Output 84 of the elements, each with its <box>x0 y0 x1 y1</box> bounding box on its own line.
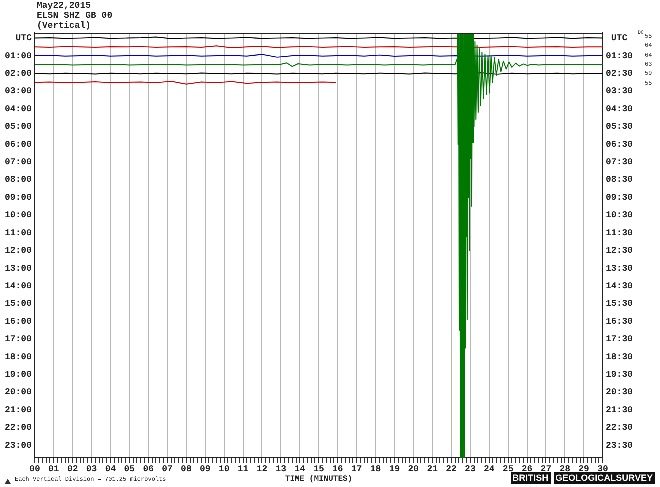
y2-tick-label: 11:30 <box>606 228 634 238</box>
x-tick-label: 09 <box>200 464 211 475</box>
y2-tick-label: 23:30 <box>606 440 634 451</box>
y-tick-label: 14:00 <box>4 281 32 292</box>
y-tick-label: 13:00 <box>4 264 32 274</box>
y-tick-label: 12:00 <box>4 246 32 256</box>
y2-tick-label: 22:30 <box>606 423 634 434</box>
y-tick-label: 06:00 <box>4 140 32 150</box>
x-tick-label: 06 <box>143 464 154 475</box>
y2-tick-label: 08:30 <box>606 175 634 186</box>
y-tick-label: 21:00 <box>4 405 32 416</box>
x-tick-label: 13 <box>276 464 287 475</box>
y-tick-label: 11:00 <box>4 228 32 238</box>
y-tick-label: 23:00 <box>4 440 32 451</box>
y2-tick-label: 14:30 <box>606 281 634 292</box>
y-tick-label: 15:00 <box>4 299 32 310</box>
x-tick-label: 15 <box>314 464 324 475</box>
y2-tick-label: 21:30 <box>606 405 634 416</box>
x-tick-label: 02 <box>67 464 78 475</box>
x-tick-label: 21 <box>427 464 439 475</box>
y2-tick-label: 07:30 <box>606 158 634 168</box>
y2-tick-label: 17:30 <box>606 334 634 345</box>
y2-tick-label: 16:30 <box>606 316 634 327</box>
x-tick-label: 12 <box>256 464 268 475</box>
x-tick-label: 30 <box>598 464 608 475</box>
x-tick-label: 04 <box>105 464 117 475</box>
y2-tick-label: 20:30 <box>606 388 634 398</box>
x-tick-label: 05 <box>124 464 136 475</box>
y2-tick-label: 03:30 <box>606 86 634 97</box>
x-tick-label: 20 <box>408 464 420 475</box>
x-tick-label: 19 <box>389 464 400 475</box>
x-tick-label: 28 <box>560 464 571 475</box>
y2-tick-label: 04:30 <box>606 104 634 114</box>
y-tick-label: 04:00 <box>4 104 32 114</box>
y2-tick-label: 18:30 <box>606 352 634 362</box>
y2-tick-label: 06:30 <box>606 140 634 150</box>
y-tick-label: 17:00 <box>4 334 32 345</box>
y-tick-label: 19:00 <box>4 370 32 380</box>
text: BRITISH GEOLOGICALSURVEY <box>512 472 654 484</box>
y-tick-label: 03:00 <box>4 86 32 97</box>
y2-tick-label: 19:30 <box>606 370 634 380</box>
x-tick-label: 17 <box>351 464 362 475</box>
x-tick-label: 27 <box>540 464 552 475</box>
x-tick-label: 23 <box>465 464 476 475</box>
y-tick-label: 07:00 <box>4 158 32 168</box>
x-tick-label: 14 <box>294 464 306 475</box>
y-tick-label: 16:00 <box>4 316 32 327</box>
x-axis-title: TIME (MINUTES) <box>285 475 353 484</box>
y-tick-label: 02:00 <box>4 68 32 79</box>
y2-tick-label: 01:30 <box>606 51 634 62</box>
x-tick-label: 10 <box>218 464 230 475</box>
x-tick-label: 11 <box>238 464 250 475</box>
x-tick-label: 29 <box>578 464 590 475</box>
chart-subtitle: ELSN SHZ GB 00 <box>37 11 113 21</box>
x-tick-label: 25 <box>502 464 514 475</box>
x-tick-label: 01 <box>48 464 60 475</box>
y2-tick-label: 02:30 <box>606 68 634 79</box>
y2-tick-label: 13:30 <box>606 264 634 274</box>
y2-tick-label: 15:30 <box>606 299 634 310</box>
x-tick-label: 24 <box>484 464 496 475</box>
y-tick-label: 20:00 <box>4 388 32 398</box>
x-tick-label: 16 <box>332 464 344 475</box>
y-tick-label: 18:00 <box>4 352 32 362</box>
y2-tick-label: 12:30 <box>606 246 634 256</box>
y-tick-label: UTC <box>16 34 33 44</box>
x-tick-label: 22 <box>446 464 457 475</box>
x-tick-label: 07 <box>162 464 173 475</box>
y-tick-label: 10:00 <box>4 210 32 221</box>
y-tick-label: 09:00 <box>4 192 32 203</box>
y2-tick-label: 09:30 <box>606 192 634 203</box>
y2-tick-label: 10:30 <box>606 210 634 221</box>
x-tick-label: 08 <box>181 464 192 475</box>
y-tick-label: 01:00 <box>4 51 32 62</box>
chart-title: May22,2015 <box>37 1 92 11</box>
x-tick-label: 03 <box>86 464 98 475</box>
y2-tick-label: 05:30 <box>606 122 634 132</box>
y-tick-label: 05:00 <box>4 122 32 132</box>
x-tick-label: 18 <box>370 464 382 475</box>
x-tick-label: 26 <box>522 464 533 475</box>
x-tick-label: 00 <box>30 464 40 475</box>
y-tick-label: 08:00 <box>4 175 32 186</box>
text: (Vertical) <box>37 21 92 31</box>
y-tick-label: 22:00 <box>4 423 32 434</box>
y2-tick-label: UTC <box>611 34 628 44</box>
